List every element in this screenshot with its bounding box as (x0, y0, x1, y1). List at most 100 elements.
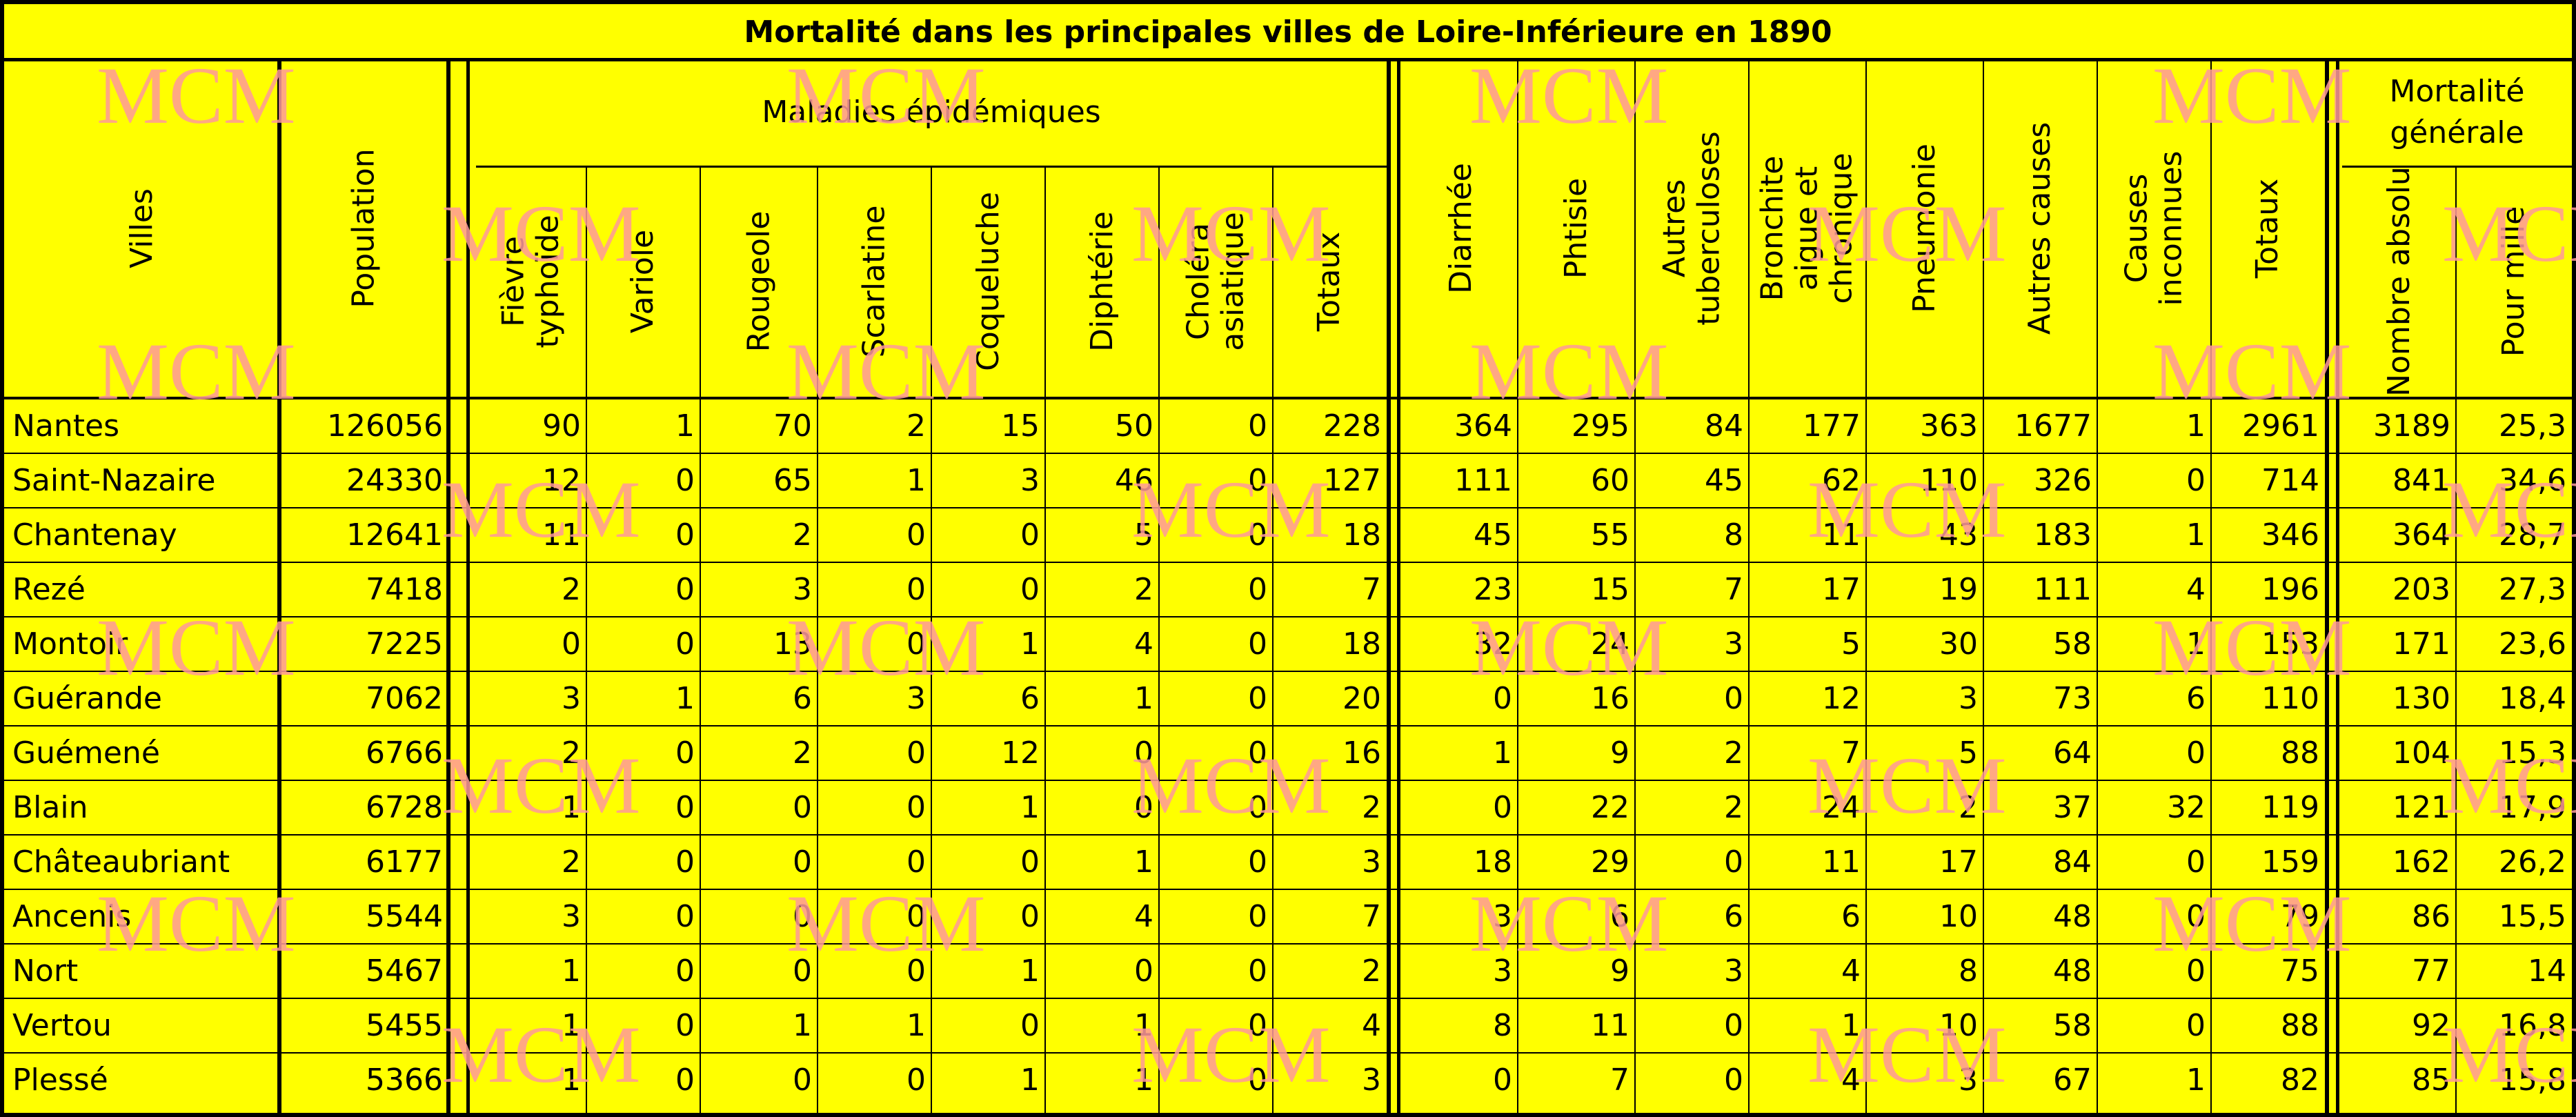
table-cell: 1 (2186, 1062, 2206, 1098)
grid-line (0, 671, 2576, 672)
table-cell: 6 (2186, 681, 2206, 716)
table-cell: 5 (1841, 626, 1861, 662)
city-name: Guémené (12, 735, 160, 771)
grid-line (0, 58, 2576, 61)
table-cell: 1 (2186, 517, 2206, 553)
grid-line (0, 834, 2576, 836)
table-cell: 88 (2281, 1008, 2319, 1043)
table-cell: 11 (1591, 1008, 1629, 1043)
column-header-label: Fièvre typhoïde (496, 214, 566, 348)
table-cell: 0 (1020, 517, 1040, 553)
table-cell: 3 (562, 681, 581, 716)
table-cell: 1677 (2014, 408, 2092, 444)
table-cell: 159 (2261, 844, 2319, 880)
table-cell: 121 (2392, 790, 2450, 825)
table-cell: 15 (1591, 572, 1629, 607)
table-cell: 25,3 (2499, 408, 2566, 444)
table-cell: 0 (675, 572, 695, 607)
table-cell: 130 (2392, 681, 2450, 716)
column-header: Fièvre typhoïde (476, 166, 586, 397)
column-header-label: Causes inconnues (2119, 150, 2189, 306)
table-cell: 0 (906, 572, 926, 607)
table-cell: 7225 (366, 626, 443, 662)
table-cell: 5455 (366, 1008, 443, 1043)
city-name: Ancenis (12, 899, 132, 934)
table-cell: 3 (1493, 953, 1512, 989)
table-cell: 0 (2186, 735, 2206, 771)
table-cell: 111 (1454, 463, 1512, 498)
table-cell: 0 (1724, 681, 1743, 716)
column-header: Pneumonie (1866, 59, 1983, 397)
table-cell: 73 (2053, 681, 2092, 716)
column-header-label: Rougeole (741, 210, 776, 352)
table-cell: 0 (906, 953, 926, 989)
table-cell: 8 (1724, 517, 1743, 553)
grid-line (2342, 166, 2572, 168)
table-cell: 0 (793, 844, 812, 880)
table-cell: 5366 (366, 1062, 443, 1098)
table-cell: 0 (1493, 681, 1512, 716)
column-header: Autres tuberculoses (1635, 59, 1749, 397)
city-name: Blain (12, 790, 88, 825)
column-header: Rougeole (700, 166, 818, 397)
table-cell: 0 (2186, 844, 2206, 880)
table-cell: 12 (1822, 681, 1861, 716)
table-cell: 1 (1134, 844, 1153, 880)
table-cell: 2 (906, 408, 926, 444)
table-cell: 0 (675, 463, 695, 498)
table-cell: 6 (1020, 681, 1040, 716)
table-cell: 3 (1362, 844, 1381, 880)
table-cell: 1 (562, 1008, 581, 1043)
table-cell: 5544 (366, 899, 443, 934)
table-cell: 6 (793, 681, 812, 716)
table-cell: 1 (1493, 735, 1512, 771)
table-cell: 6 (1610, 899, 1629, 934)
grid-line (1272, 166, 1274, 1117)
table-cell: 1 (1020, 1062, 1040, 1098)
column-header: Totaux (2211, 59, 2325, 397)
table-cell: 0 (1020, 899, 1040, 934)
table-cell: 5467 (366, 953, 443, 989)
table-cell: 0 (1134, 735, 1153, 771)
table-cell: 45 (1705, 463, 1743, 498)
column-header-label: Population (346, 148, 382, 308)
city-name: Châteaubriant (12, 844, 230, 880)
grid-line (277, 59, 281, 1117)
table-cell: 64 (2053, 735, 2092, 771)
table-cell: 0 (1248, 899, 1267, 934)
table-cell: 3 (1020, 463, 1040, 498)
column-header-label: Totaux (1311, 231, 1347, 331)
column-header-label: Scarlatine (856, 205, 892, 357)
table-cell: 22 (1591, 790, 1629, 825)
grid-line (0, 1113, 2576, 1117)
table-cell: 1 (906, 463, 926, 498)
grid-line (466, 59, 470, 1117)
column-header-label: Variole (625, 229, 661, 333)
table-cell: 32 (1474, 626, 1512, 662)
table-cell: 15,5 (2499, 899, 2566, 934)
table-cell: 0 (675, 899, 695, 934)
table-cell: 4 (1362, 1008, 1381, 1043)
table-cell: 0 (1248, 1062, 1267, 1098)
table-cell: 15,8 (2499, 1062, 2566, 1098)
column-header: Population (279, 59, 448, 397)
table-cell: 0 (1248, 626, 1267, 662)
table-cell: 2 (1362, 953, 1381, 989)
table-cell: 62 (1822, 463, 1861, 498)
table-cell: 3 (1493, 899, 1512, 934)
table-cell: 92 (2412, 1008, 2450, 1043)
column-header-label: Pour mille (2496, 206, 2532, 357)
table-cell: 84 (2053, 844, 2092, 880)
column-header: Totaux (1273, 166, 1387, 397)
table-cell: 0 (2186, 899, 2206, 934)
table-cell: 1 (562, 953, 581, 989)
table-cell: 16 (1343, 735, 1381, 771)
table-cell: 32 (2167, 790, 2206, 825)
city-name: Rezé (12, 572, 86, 607)
table-cell: 127 (1323, 463, 1381, 498)
table-cell: 24 (1822, 790, 1861, 825)
grid-line (446, 59, 450, 1117)
table-cell: 0 (1724, 1008, 1743, 1043)
table-cell: 228 (1323, 408, 1381, 444)
city-name: Nort (12, 953, 79, 989)
